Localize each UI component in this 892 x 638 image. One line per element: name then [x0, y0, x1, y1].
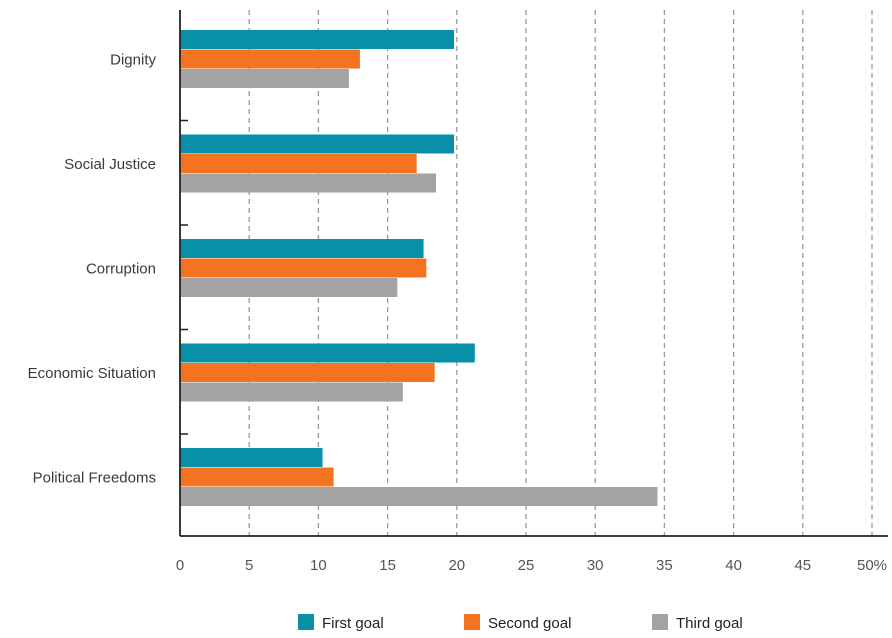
category-label: Economic Situation	[28, 365, 156, 382]
bar	[180, 467, 334, 487]
x-tick-label: 0	[176, 557, 184, 574]
legend-label: First goal	[322, 615, 384, 632]
bar	[180, 487, 658, 506]
legend-label: Third goal	[676, 615, 743, 632]
x-tick-label: 45	[794, 557, 811, 574]
category-labels: Dignity Social Justice Corruption Economic …	[28, 51, 157, 486]
x-tick-label: 25	[518, 557, 535, 574]
bar	[180, 258, 427, 278]
bar	[180, 134, 455, 154]
x-tick-label: 10	[310, 557, 327, 574]
legend: First goal Second goal Third goal	[298, 614, 743, 632]
bar	[180, 363, 435, 382]
x-tick-label: 40	[725, 557, 742, 574]
bar	[180, 69, 349, 88]
legend-swatch	[464, 614, 480, 630]
bar	[180, 30, 455, 49]
x-tick-label: 15	[379, 557, 396, 574]
category-label: Dignity	[110, 51, 156, 68]
bar	[180, 173, 437, 193]
axes	[179, 10, 888, 537]
x-tick-label: 20	[448, 557, 465, 574]
bar	[180, 154, 417, 173]
x-tick-labels: 0 5 10 15 20 25 30 35 40 45 50%	[176, 557, 887, 574]
bar	[180, 343, 475, 363]
x-tick-label: 30	[587, 557, 604, 574]
legend-label: Second goal	[488, 615, 571, 632]
category-label: Corruption	[86, 260, 156, 277]
bar	[180, 278, 398, 297]
x-tick-label: 35	[656, 557, 673, 574]
bar	[180, 49, 360, 69]
bars	[180, 30, 658, 506]
x-tick-label: 50%	[857, 557, 887, 574]
category-label: Political Freedoms	[33, 469, 156, 486]
bar	[180, 448, 323, 467]
legend-swatch	[298, 614, 314, 630]
x-tick-label: 5	[245, 557, 253, 574]
legend-swatch	[652, 614, 668, 630]
bar	[180, 382, 403, 402]
category-label: Social Justice	[64, 156, 156, 173]
bar	[180, 239, 424, 258]
